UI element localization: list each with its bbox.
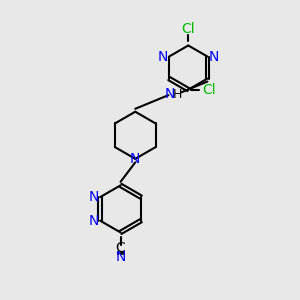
Text: N: N [88,214,99,228]
Text: N: N [165,87,175,101]
Text: N: N [116,250,126,265]
Text: N: N [209,50,219,64]
Text: N: N [158,50,168,64]
Text: C: C [116,241,125,255]
Text: Cl: Cl [202,82,216,97]
Text: N: N [130,152,140,166]
Text: N: N [88,190,99,204]
Text: H: H [172,88,182,101]
Text: Cl: Cl [182,22,195,36]
